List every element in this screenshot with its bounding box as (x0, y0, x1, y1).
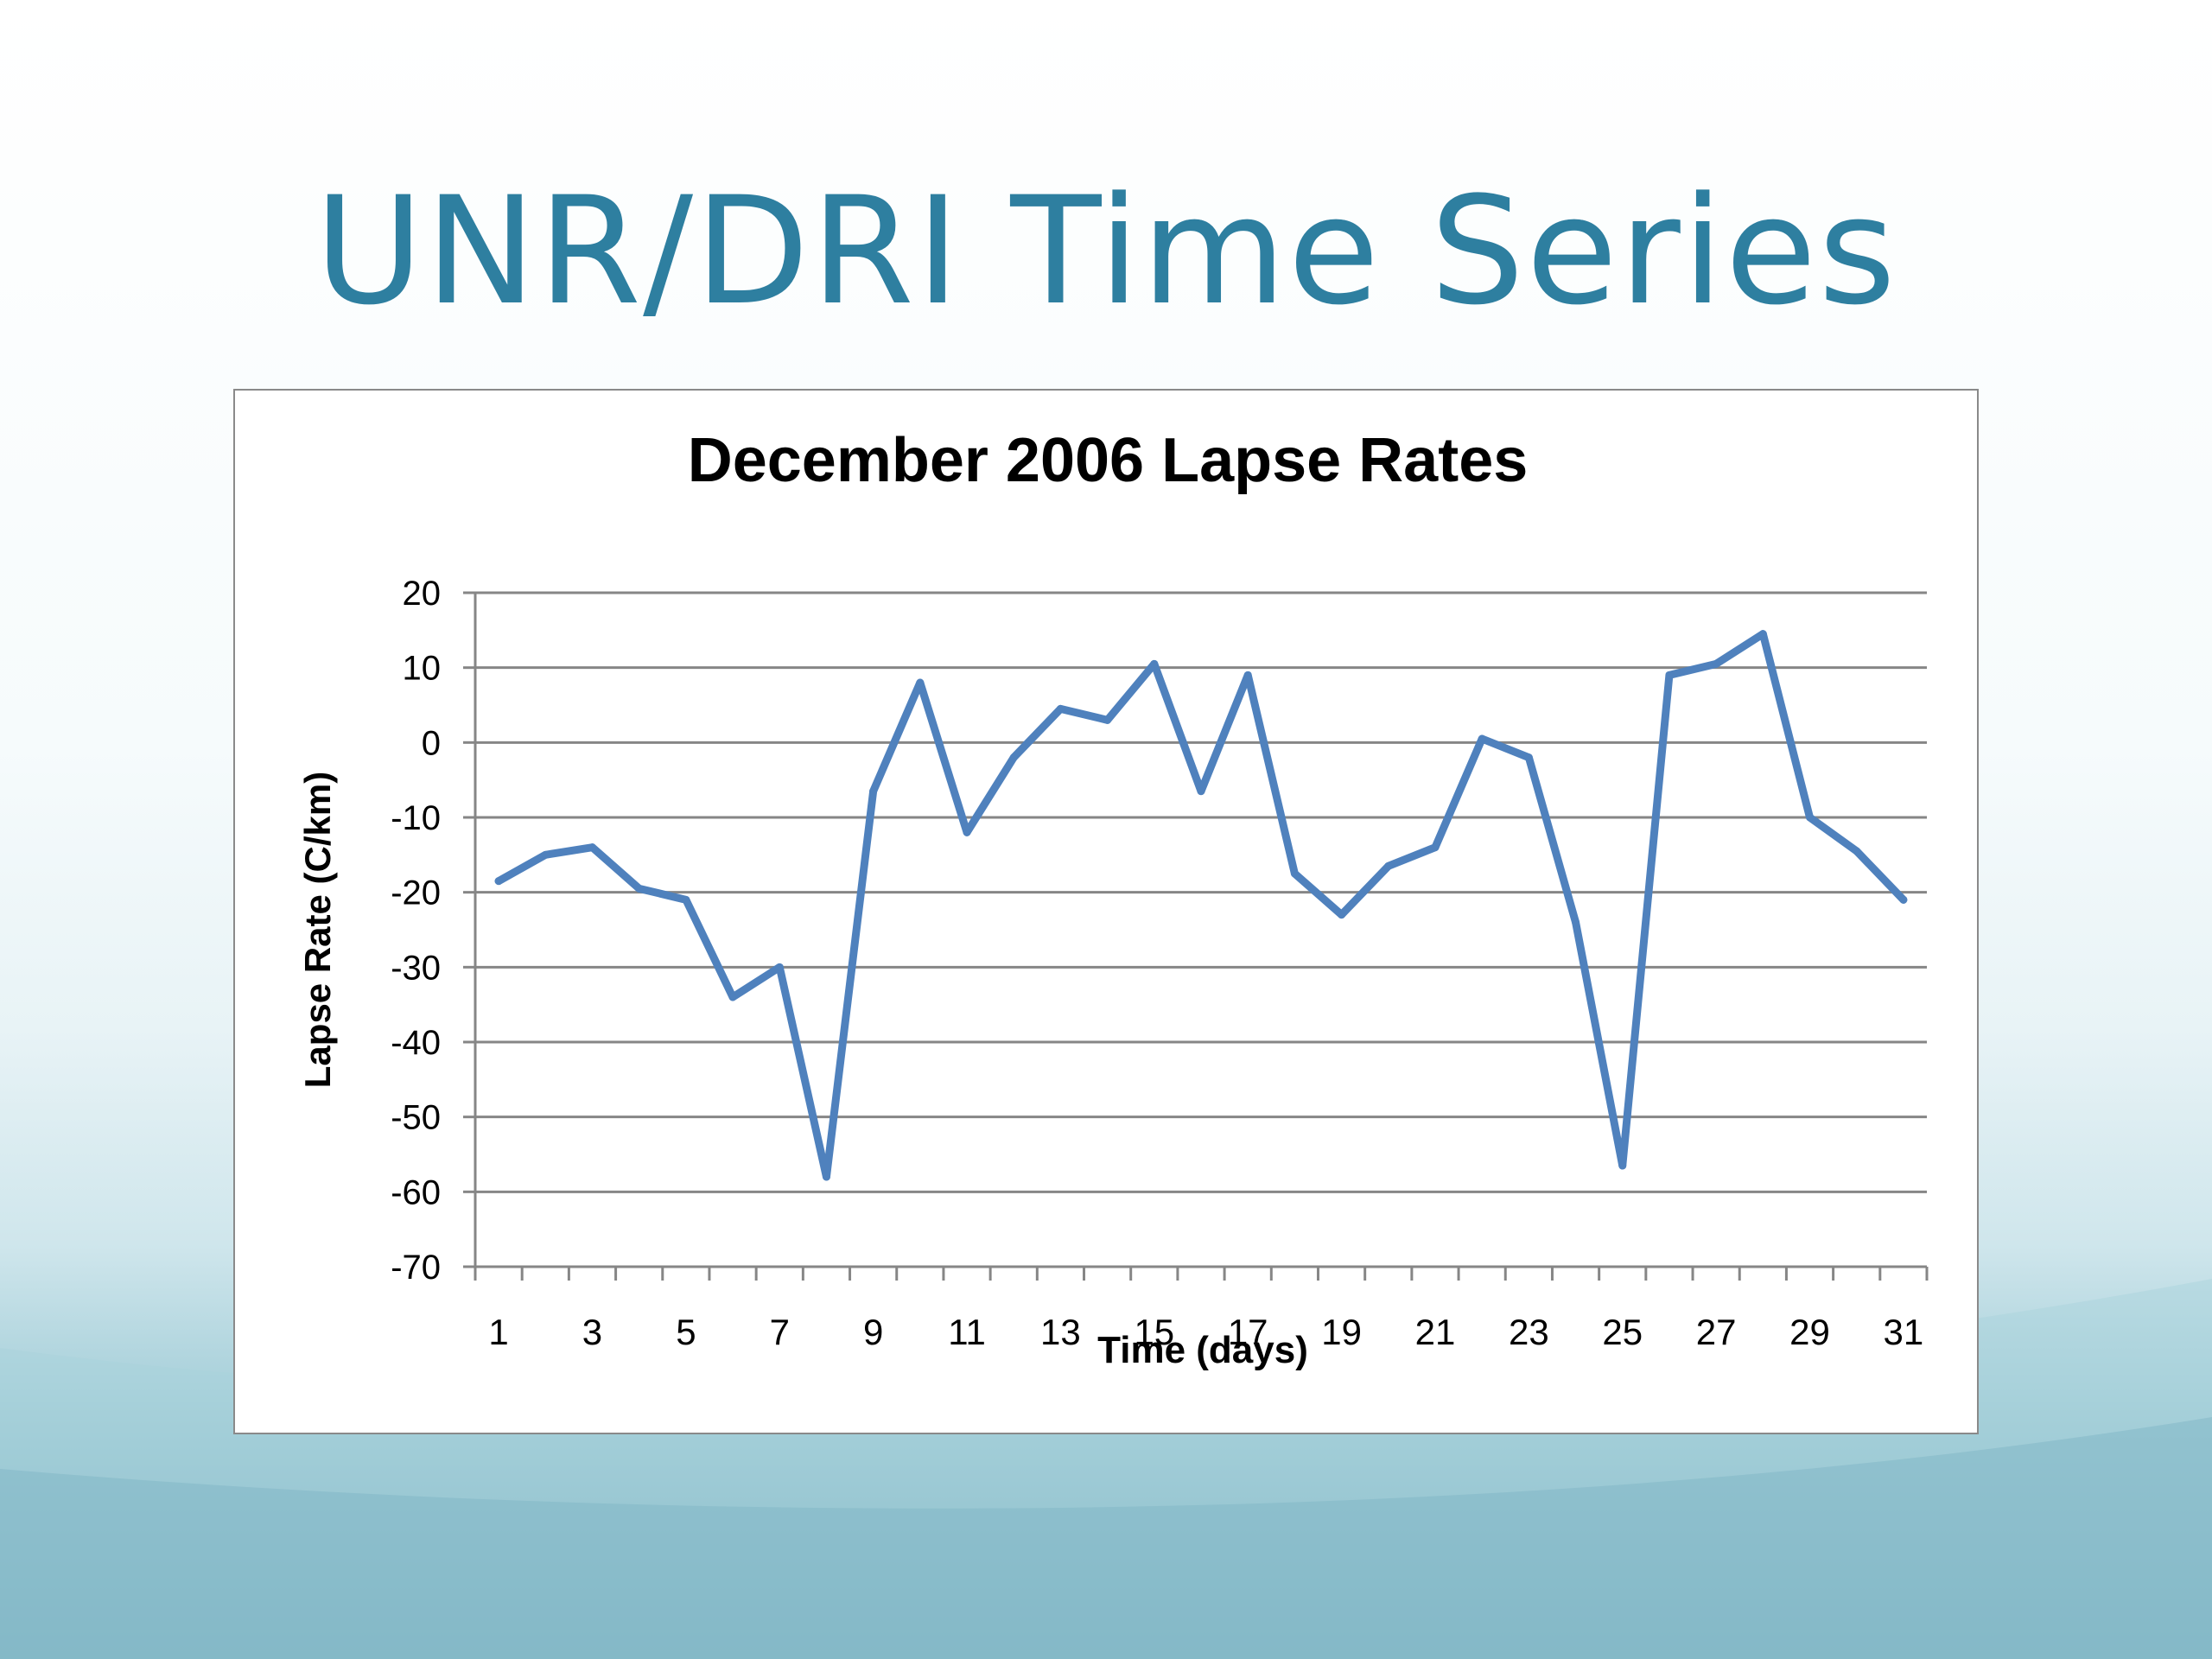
y-tick-label: -60 (391, 1173, 441, 1211)
data-point (1572, 918, 1580, 926)
x-tick-label: 25 (1602, 1312, 1643, 1352)
chart-title: December 2006 Lapse Rates (688, 426, 1529, 495)
x-tick-label: 9 (863, 1312, 883, 1352)
data-point (1290, 869, 1299, 878)
x-tick-label: 21 (1415, 1312, 1456, 1352)
data-point (1431, 843, 1440, 852)
data-point (1665, 671, 1674, 679)
y-tick-label: -20 (391, 874, 441, 912)
y-tick-label: -50 (391, 1099, 441, 1137)
data-point (1150, 659, 1159, 668)
data-point (916, 678, 925, 687)
data-point (728, 993, 737, 1001)
x-tick-label: 31 (1884, 1312, 1924, 1352)
data-point (1712, 659, 1720, 668)
y-axis-label: Lapse Rate (C/km) (297, 772, 338, 1088)
data-point (1338, 911, 1346, 919)
x-tick-label: 15 (1134, 1312, 1174, 1352)
data-point (1243, 671, 1252, 679)
y-tick-label: -40 (391, 1024, 441, 1062)
data-point (1197, 787, 1205, 796)
x-tick-label: 17 (1228, 1312, 1268, 1352)
data-point (588, 843, 596, 852)
x-tick-label: 23 (1509, 1312, 1549, 1352)
y-tick-label: 20 (403, 575, 442, 613)
x-axis-label: Time (days) (1097, 1329, 1308, 1371)
x-tick-label: 13 (1040, 1312, 1081, 1352)
x-tick-label: 29 (1789, 1312, 1830, 1352)
line-chart: December 2006 Lapse Rates Lapse Rate (C/… (297, 426, 1929, 1371)
y-tick-label: -70 (391, 1249, 441, 1287)
data-point (1384, 861, 1393, 870)
x-tick-label: 27 (1696, 1312, 1737, 1352)
grid-layer (463, 591, 1927, 1268)
data-point (1056, 704, 1065, 713)
data-point (963, 828, 971, 836)
data-point (1009, 753, 1018, 762)
data-point (1806, 813, 1815, 822)
data-point (775, 963, 784, 971)
series-line (494, 630, 1908, 1181)
data-point (1758, 630, 1767, 639)
slide-title: UNR/DRI Time Series (315, 164, 1897, 338)
y-tick-label: -30 (391, 949, 441, 987)
x-tick-label: 11 (948, 1312, 986, 1352)
data-point (1899, 895, 1908, 904)
data-point (1103, 715, 1112, 724)
data-point (1524, 753, 1533, 762)
series-layer (494, 630, 1908, 1181)
data-point (682, 895, 690, 904)
data-point (822, 1173, 830, 1181)
data-point (869, 787, 878, 796)
chart-frame: December 2006 Lapse Rates Lapse Rate (C/… (233, 389, 1979, 1434)
x-tick-label: 1 (488, 1312, 508, 1352)
data-point (635, 884, 644, 893)
y-tick-label: -10 (391, 799, 441, 837)
data-point (1618, 1161, 1627, 1170)
data-point (541, 850, 550, 859)
data-point (1853, 847, 1861, 855)
x-tick-label: 3 (582, 1312, 602, 1352)
y-tick-label: 10 (403, 650, 442, 688)
data-point (1478, 734, 1486, 743)
x-tick-label: 5 (676, 1312, 696, 1352)
x-tick-label: 7 (770, 1312, 790, 1352)
data-point (494, 877, 503, 886)
x-tick-label: 19 (1321, 1312, 1362, 1352)
y-tick-label: 0 (422, 724, 441, 762)
